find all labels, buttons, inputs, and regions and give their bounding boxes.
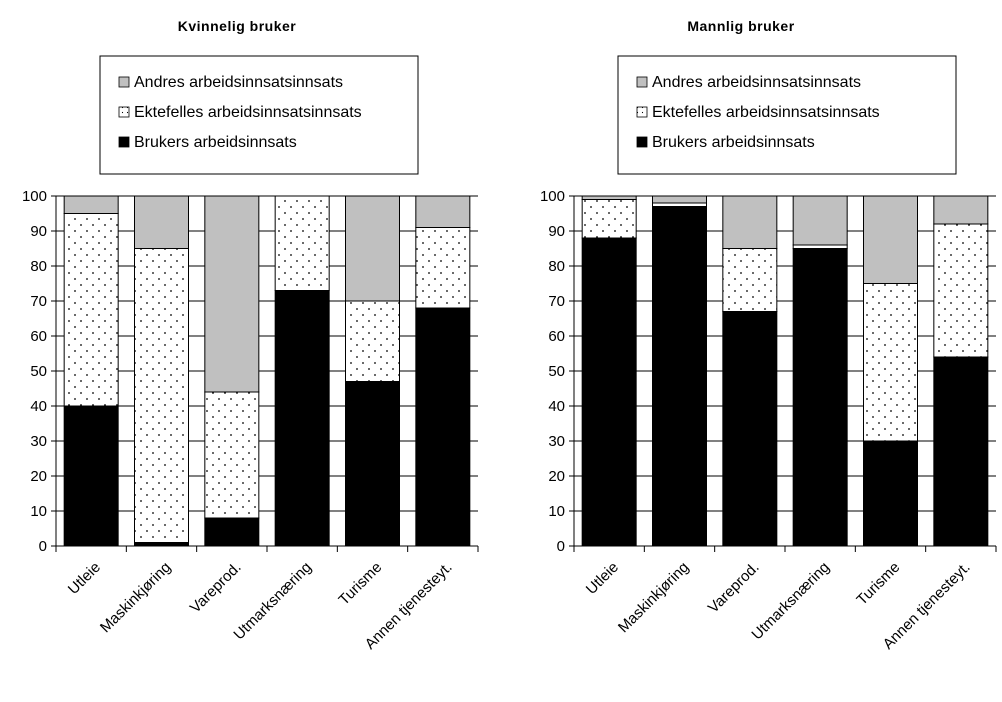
bar-segment-andres	[415, 195, 471, 228]
bar-segment-brukers	[652, 206, 707, 547]
chart-2: Mannlig bruker Andres arbeidsinnsatsinnsa…	[540, 18, 997, 653]
chart-title: Kvinnelig bruker	[178, 18, 297, 34]
legend-entry: Andres arbeidsinnsatsinnsats	[134, 74, 343, 91]
y-tick-label: 40	[30, 398, 47, 415]
bar-segment-brukers	[581, 237, 637, 547]
legend-swatch	[118, 76, 130, 88]
y-tick-label: 40	[548, 398, 565, 415]
bar-segment-andres	[581, 195, 637, 200]
bar-segment-andres	[345, 195, 400, 302]
bar-segment-ektefelles	[415, 227, 471, 309]
category-label: Vareprod.	[187, 559, 245, 617]
bar-segment-brukers	[63, 405, 119, 547]
y-tick-label: 70	[548, 293, 565, 310]
y-tick-label: 30	[548, 433, 565, 450]
bar-segment-brukers	[274, 290, 330, 547]
y-tick-label: 30	[30, 433, 47, 450]
bar-segment-ektefelles	[345, 300, 400, 382]
bar-segment-ektefelles	[581, 199, 637, 239]
chart-title: Mannlig bruker	[687, 18, 794, 34]
legend-box	[617, 55, 957, 175]
bar-segment-brukers	[415, 307, 471, 547]
bar-segment-ektefelles	[722, 248, 778, 312]
chart-1: Kvinnelig bruker Andres arbeidsinnsatsinn…	[22, 18, 479, 653]
y-tick-label: 90	[30, 223, 47, 240]
y-tick-label: 80	[548, 258, 565, 275]
y-tick-label: 10	[30, 503, 47, 520]
legend-box	[99, 55, 419, 175]
category-label: Utleie	[583, 559, 622, 598]
y-tick-label: 100	[22, 188, 47, 205]
bar-segment-brukers	[345, 381, 400, 547]
legend: Andres arbeidsinnsatsinnsats Ektefelles a…	[99, 55, 419, 175]
y-tick-label: 90	[548, 223, 565, 240]
y-tick-label: 20	[30, 468, 47, 485]
bar-segment-brukers	[134, 542, 189, 547]
y-tick-label: 20	[548, 468, 565, 485]
y-tick-label: 10	[548, 503, 565, 520]
bar-segment-andres	[722, 195, 778, 249]
bar-segment-andres	[63, 195, 119, 214]
bar-segment-ektefelles	[652, 202, 707, 207]
category-label: Maskinkjøring	[615, 559, 692, 636]
bar-segment-ektefelles	[134, 248, 189, 543]
legend-swatch	[636, 76, 648, 88]
y-tick-label: 80	[30, 258, 47, 275]
bar-segment-ektefelles	[863, 283, 918, 442]
bar-segment-brukers	[204, 517, 260, 547]
y-tick-label: 50	[548, 363, 565, 380]
legend-entry: Andres arbeidsinnsatsinnsats	[652, 74, 861, 91]
y-tick-label: 50	[30, 363, 47, 380]
y-tick-label: 70	[30, 293, 47, 310]
bar-segment-ektefelles	[274, 195, 330, 291]
legend-swatch	[118, 106, 130, 118]
legend-swatch	[636, 136, 648, 148]
category-label: Maskinkjøring	[97, 559, 174, 636]
bar-segment-andres	[863, 195, 918, 284]
category-label: Turisme	[335, 559, 385, 609]
bar-segment-ektefelles	[63, 213, 119, 407]
y-tick-label: 0	[557, 538, 565, 555]
legend-entry: Brukers arbeidsinnsats	[652, 134, 815, 151]
y-tick-label: 60	[30, 328, 47, 345]
bar-segment-brukers	[863, 440, 918, 547]
bar-segment-brukers	[792, 248, 848, 547]
y-tick-label: 0	[39, 538, 47, 555]
bar-segment-andres	[792, 195, 848, 246]
category-label: Utleie	[65, 559, 104, 598]
category-label: Vareprod.	[705, 559, 763, 617]
legend-swatch	[118, 136, 130, 148]
category-label: Turisme	[853, 559, 903, 609]
legend-swatch	[636, 106, 648, 118]
y-tick-label: 100	[540, 188, 565, 205]
y-tick-label: 60	[548, 328, 565, 345]
bar-segment-brukers	[722, 311, 778, 547]
bar-segment-brukers	[933, 356, 989, 547]
bar-segment-andres	[204, 195, 260, 393]
legend-entry: Brukers arbeidsinnsats	[134, 134, 297, 151]
bar-segment-ektefelles	[933, 223, 989, 358]
bar-segment-andres	[933, 195, 989, 225]
bar-segment-andres	[134, 195, 189, 249]
bar-segment-andres	[652, 195, 707, 204]
legend-entry: Ektefelles arbeidsinnsatsinnsats	[134, 104, 362, 121]
legend: Andres arbeidsinnsatsinnsats Ektefelles a…	[617, 55, 957, 175]
legend-entry: Ektefelles arbeidsinnsatsinnsats	[652, 104, 880, 121]
bar-segment-ektefelles	[792, 244, 848, 249]
bar-segment-ektefelles	[204, 391, 260, 519]
